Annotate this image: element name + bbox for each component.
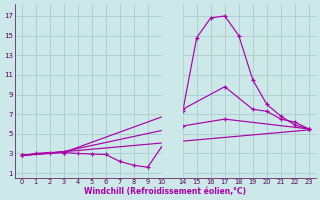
Bar bbox=[162, 4, 182, 178]
X-axis label: Windchill (Refroidissement éolien,°C): Windchill (Refroidissement éolien,°C) bbox=[84, 187, 246, 196]
